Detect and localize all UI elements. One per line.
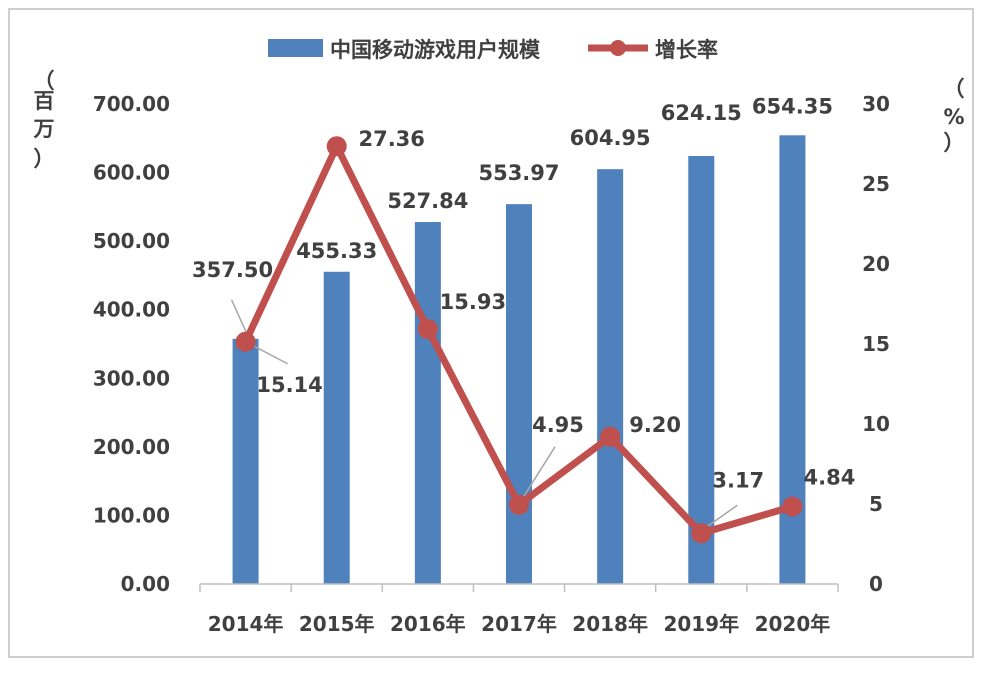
right-axis-title: （ % ） bbox=[943, 77, 964, 155]
legend-label-bar: 中国移动游戏用户规模 bbox=[330, 38, 541, 62]
bar-series bbox=[232, 135, 806, 585]
bar bbox=[414, 222, 441, 585]
bar-data-label: 624.15 bbox=[661, 101, 742, 125]
x-tick-label: 2017年 bbox=[481, 612, 557, 636]
left-tick-label: 700.00 bbox=[93, 92, 170, 116]
x-tick-label: 2015年 bbox=[299, 612, 375, 636]
right-tick-label: 5 bbox=[869, 492, 883, 516]
bar bbox=[232, 338, 259, 584]
bar bbox=[688, 156, 715, 585]
left-axis-title: （ 百 万 ） bbox=[33, 69, 55, 171]
left-tick-label: 400.00 bbox=[93, 298, 170, 322]
x-tick-label: 2014年 bbox=[208, 612, 284, 636]
left-tick-label: 300.00 bbox=[93, 366, 170, 390]
line-data-label: 4.84 bbox=[804, 466, 856, 490]
bar bbox=[597, 169, 624, 585]
line-series bbox=[235, 136, 803, 544]
line-marker bbox=[235, 331, 256, 352]
right-axis-ticks: 0 5 10 15 20 25 30 bbox=[862, 92, 890, 596]
line-marker bbox=[326, 136, 347, 157]
right-tick-label: 15 bbox=[862, 332, 890, 356]
x-axis: 2014年 2015年 2016年 2017年 2018年 2019年 2020年 bbox=[199, 583, 839, 636]
right-axis-title-char: （ bbox=[944, 77, 965, 101]
line-marker bbox=[600, 426, 621, 447]
line-data-label: 9.20 bbox=[629, 413, 681, 437]
bar bbox=[323, 271, 350, 584]
legend-swatch-bar bbox=[268, 39, 323, 57]
left-tick-label: 500.00 bbox=[93, 229, 170, 253]
x-tick-label: 2020年 bbox=[755, 612, 831, 636]
leader-line bbox=[249, 343, 288, 365]
left-tick-label: 200.00 bbox=[93, 435, 170, 459]
line-data-label: 27.36 bbox=[358, 127, 424, 151]
right-tick-label: 20 bbox=[862, 252, 890, 276]
line-marker bbox=[417, 319, 438, 340]
x-tick-label: 2018年 bbox=[572, 612, 648, 636]
left-axis-title-char: ） bbox=[34, 147, 55, 171]
right-tick-label: 25 bbox=[862, 172, 890, 196]
right-axis-title-char: % bbox=[943, 105, 964, 129]
right-tick-label: 0 bbox=[869, 572, 883, 596]
bar-data-label: 604.95 bbox=[570, 126, 651, 150]
bar-data-label: 357.50 bbox=[192, 258, 273, 282]
line-data-label: 3.17 bbox=[712, 468, 764, 492]
line-marker bbox=[691, 523, 712, 544]
right-tick-label: 10 bbox=[862, 412, 890, 436]
line-data-label: 4.95 bbox=[532, 413, 584, 437]
bar-data-label: 455.33 bbox=[296, 239, 377, 263]
left-axis-title-char: （ bbox=[34, 69, 55, 93]
legend: 中国移动游戏用户规模 增长率 bbox=[268, 38, 718, 62]
left-tick-label: 0.00 bbox=[121, 572, 170, 596]
leader-line bbox=[520, 446, 556, 502]
x-tick-label: 2016年 bbox=[390, 612, 466, 636]
bar bbox=[779, 135, 806, 584]
right-axis-title-char: ） bbox=[944, 131, 965, 155]
line-marker bbox=[782, 496, 803, 517]
bar-data-labels: 357.50 455.33 527.84 553.97 604.95 624.15 654.… bbox=[192, 94, 833, 282]
left-tick-label: 100.00 bbox=[93, 503, 170, 527]
x-tick-label: 2019年 bbox=[663, 612, 739, 636]
bar-data-label: 654.35 bbox=[752, 94, 833, 118]
right-tick-label: 30 bbox=[862, 92, 890, 116]
leader-line bbox=[702, 504, 738, 530]
line-marker bbox=[509, 494, 529, 515]
left-axis-ticks: 0.00 100.00 200.00 300.00 400.00 500.00 600.00… bbox=[93, 92, 170, 596]
line-data-labels: 15.14 27.36 15.93 4.95 9.20 3.17 4.84 bbox=[256, 127, 855, 492]
line-data-label: 15.14 bbox=[256, 373, 322, 397]
legend-swatch-marker bbox=[610, 40, 626, 56]
chart-frame bbox=[8, 8, 974, 658]
left-tick-label: 600.00 bbox=[93, 161, 170, 185]
bar-data-label: 553.97 bbox=[478, 161, 559, 185]
left-axis-title-char: 百 bbox=[34, 89, 55, 113]
bar-data-label: 527.84 bbox=[387, 189, 468, 213]
legend-label-line: 增长率 bbox=[655, 38, 718, 62]
left-axis-title-char: 万 bbox=[33, 117, 55, 141]
bar bbox=[506, 204, 532, 584]
line-data-label: 15.93 bbox=[440, 290, 506, 314]
